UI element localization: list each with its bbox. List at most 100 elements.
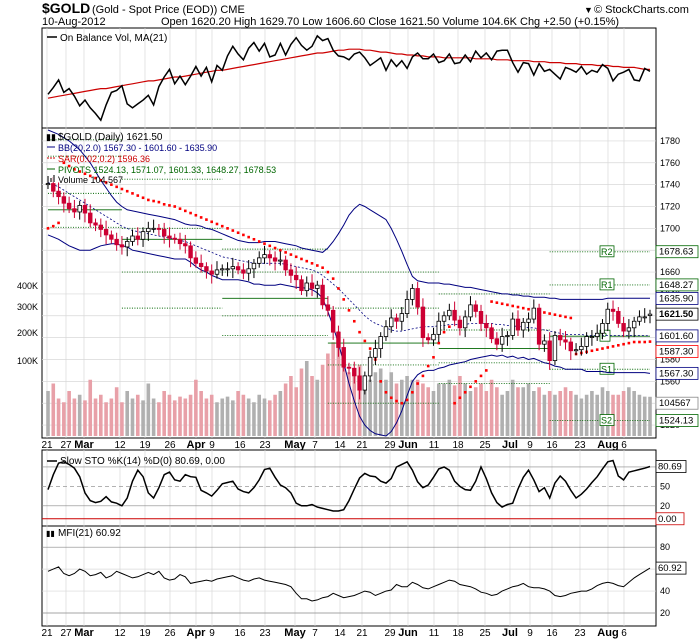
sar-dot — [279, 248, 282, 252]
mfi-bar-icon: ▮▮ — [46, 529, 55, 538]
volume-bar — [442, 383, 446, 436]
candle-body — [251, 262, 257, 270]
candle-body — [621, 323, 626, 332]
candle-body — [494, 338, 500, 345]
volume-bar — [547, 391, 552, 436]
volume-bar — [600, 387, 605, 436]
x-tick-label-bottom: Mar — [74, 627, 94, 639]
volume-bar — [621, 391, 626, 436]
volume-bar — [172, 400, 177, 436]
x-tick-label-bottom: 21 — [356, 628, 368, 639]
sar-dot — [384, 390, 388, 394]
volume-bar — [241, 394, 246, 436]
candle-body — [352, 367, 357, 377]
volume-bar — [125, 391, 130, 436]
sar-dot — [189, 211, 192, 215]
x-tick-label-bottom: Jul — [502, 627, 518, 639]
volume-bar — [363, 376, 367, 436]
pivot-label: R1 — [601, 280, 613, 290]
candle-body — [214, 269, 220, 275]
candle-body — [552, 335, 558, 361]
volume-bar — [141, 400, 145, 436]
volume-bar — [463, 383, 467, 436]
sar-dot — [273, 246, 277, 250]
sar-dot — [305, 259, 309, 263]
candle-body — [521, 321, 526, 331]
x-tick-label-bottom: 9 — [209, 628, 215, 639]
candle-body — [394, 317, 399, 322]
mfi-tick-label: 40 — [660, 586, 670, 596]
sar-dot — [141, 196, 145, 200]
x-tick-label-mid: 9 — [527, 440, 533, 451]
x-tick-label-bottom: 18 — [452, 628, 464, 639]
sar-dot — [226, 227, 229, 230]
sar-dot — [342, 298, 346, 301]
candle-body — [193, 257, 199, 264]
right-value-box — [655, 292, 699, 305]
volume-tick-label: 100K — [17, 356, 38, 366]
stoch-signal-label: 0.00 — [658, 514, 677, 525]
volume-bar — [595, 394, 599, 436]
volume-bar — [357, 364, 362, 436]
candle-body — [341, 347, 346, 368]
volume-bar — [67, 391, 71, 436]
volume-bar — [426, 387, 431, 436]
candle-body — [267, 254, 272, 259]
pivot-label-box — [599, 278, 615, 291]
candle-body — [600, 323, 605, 334]
candle-body — [542, 340, 547, 345]
candle-body — [61, 196, 67, 204]
right-value-label: 1678.63 — [659, 247, 693, 258]
volume-bar — [479, 383, 483, 436]
sar-dot — [73, 168, 76, 171]
volume-bar — [130, 398, 135, 436]
sar-dot — [484, 369, 488, 372]
bb-legend: BB(20,2.0) 1567.30 - 1601.60 - 1635.90 — [58, 143, 217, 153]
candle-body — [114, 238, 119, 246]
x-tick-label-mid: 27 — [60, 440, 72, 451]
x-tick-label-mid: 18 — [452, 440, 464, 451]
sar-dot — [136, 194, 140, 197]
sar-dot — [183, 209, 187, 213]
x-tick-label-mid: 23 — [259, 440, 271, 451]
volume-bar — [315, 379, 320, 436]
volume-bar — [584, 394, 589, 436]
candle-body — [568, 341, 573, 352]
right-value-box — [655, 329, 699, 343]
volume-bar — [632, 391, 636, 436]
sar-dot — [416, 382, 419, 385]
volume-bar — [495, 387, 499, 436]
x-tick-label-bottom: 11 — [429, 628, 440, 639]
x-tick-label-mid: 11 — [429, 440, 440, 451]
mfi-tick-label: 80 — [660, 542, 670, 552]
volume-bar — [458, 376, 462, 436]
sar-dot — [606, 346, 610, 349]
volume-bar — [262, 398, 267, 436]
candle-body — [109, 234, 114, 240]
volume-bar — [252, 402, 256, 436]
volume-bar — [378, 368, 383, 436]
chart-quote: Open 1620.20 High 1629.70 Low 1606.60 Cl… — [161, 16, 619, 28]
candle-body — [647, 313, 653, 316]
candle-body — [610, 308, 616, 312]
candle-body — [642, 316, 647, 319]
mfi-value-label: 60.92 — [658, 563, 682, 574]
sar-dot — [564, 315, 567, 319]
sar-dot — [78, 170, 81, 173]
candle-body — [410, 288, 415, 300]
stockcharts-watermark: © StockCharts.com — [594, 4, 689, 16]
x-tick-label-bottom: 6 — [621, 628, 627, 639]
sar-dot — [62, 161, 66, 165]
x-tick-label-bottom: 16 — [234, 628, 246, 639]
x-tick-label-mid: 29 — [384, 440, 396, 451]
sar-dot — [543, 311, 546, 314]
sar-dot — [632, 340, 636, 344]
sar-dot — [516, 305, 520, 309]
sar-dot — [463, 390, 467, 394]
x-tick-label-bottom: 21 — [41, 628, 53, 639]
right-value-label: 1524.13 — [659, 416, 693, 427]
volume-bar — [114, 387, 119, 436]
volume-bar — [431, 391, 436, 436]
candle-body — [473, 304, 478, 312]
sar-dot — [569, 316, 573, 320]
